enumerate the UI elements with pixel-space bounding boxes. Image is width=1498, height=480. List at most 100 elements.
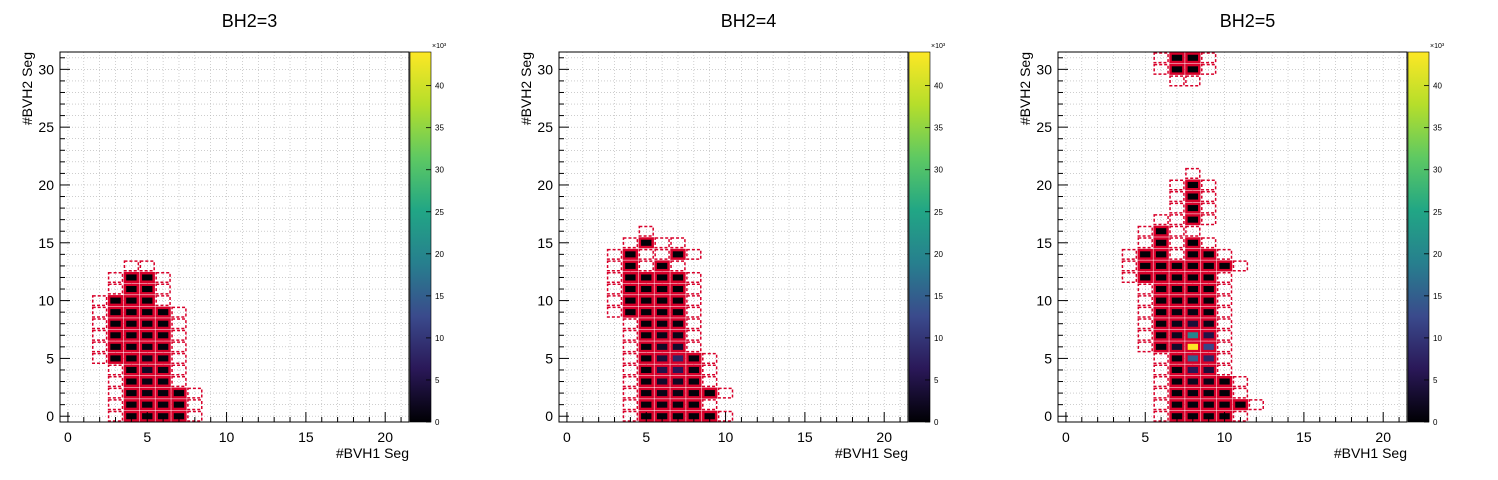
heatmap-cell <box>155 306 171 318</box>
heatmap-cell <box>622 306 639 318</box>
heatmap-cell <box>1185 352 1201 364</box>
heatmap-cell <box>155 364 171 376</box>
heatmap-cell <box>139 283 155 295</box>
x-axis-label: #BVH1 Seg <box>835 445 908 461</box>
heatmap-cell <box>1153 260 1169 272</box>
panel-3: BH2=50 5 10 15 20#BVH1 Seg051015202530#BVH2 … <box>1017 11 1445 461</box>
heatmap-cell <box>622 283 639 295</box>
heatmap-cell <box>1169 341 1185 353</box>
heatmap-cell <box>622 260 639 272</box>
heatmap-cell <box>1153 318 1169 330</box>
heatmap-cell <box>1169 260 1185 272</box>
y-tick-label: 20 <box>38 177 54 193</box>
empty-bin-outline <box>606 260 623 272</box>
heatmap-cell <box>670 341 686 353</box>
empty-bin-outline <box>622 329 639 341</box>
y-axis-label: #BVH2 Seg <box>518 52 534 125</box>
heatmap-cell <box>654 271 670 283</box>
x-tick-label: 20 <box>876 429 892 445</box>
empty-bin-outline <box>1216 352 1233 364</box>
empty-bin-outline <box>1169 75 1185 87</box>
colorbar: 0 5 10 15 20 25 30 35 40 ×10³ <box>908 43 946 427</box>
empty-bin-outline <box>1216 318 1233 330</box>
heatmap-cell <box>1216 376 1233 388</box>
heatmap-cell <box>171 387 187 399</box>
empty-bin-outline <box>171 376 187 388</box>
heatmap-cell <box>139 318 155 330</box>
empty-bin-outline <box>702 352 718 364</box>
empty-bin-outline <box>702 399 718 411</box>
empty-bin-outline <box>1137 341 1153 353</box>
empty-bin-outline <box>1216 306 1233 318</box>
empty-bin-outline <box>622 341 639 353</box>
heatmap-cell <box>123 283 140 295</box>
empty-bin-outline <box>91 352 108 364</box>
heatmap-cell <box>1137 248 1153 260</box>
empty-bin-outline <box>686 306 702 318</box>
empty-bin-outline <box>622 352 639 364</box>
empty-bin-outline <box>171 352 187 364</box>
heatmap-cell <box>1201 399 1217 411</box>
heatmap-cell <box>107 295 124 307</box>
heatmap-cell <box>1169 271 1185 283</box>
heatmap-cell <box>638 237 654 249</box>
empty-bin-outline <box>139 260 155 272</box>
empty-bin-outline <box>686 271 702 283</box>
empty-bin-outline <box>1216 295 1233 307</box>
colorbar-tick-label: 10 <box>1433 334 1442 343</box>
empty-bin-outline <box>1153 364 1169 376</box>
empty-bin-outline <box>1169 248 1185 260</box>
empty-bin-outline <box>638 260 654 272</box>
y-tick-label: 20 <box>537 177 553 193</box>
x-tick-label: 0 <box>64 429 72 445</box>
colorbar-exponent: ×10³ <box>931 43 946 50</box>
heatmap-cell <box>654 329 670 341</box>
heatmap-cell <box>1201 271 1217 283</box>
x-tick-label: 20 <box>1375 429 1391 445</box>
heatmap-cell <box>1153 283 1169 295</box>
heatmap-cell <box>1185 214 1201 226</box>
empty-bin-outline <box>1216 283 1233 295</box>
heatmap-cell <box>123 295 140 307</box>
heatmap-cell <box>1169 399 1185 411</box>
heatmap-cell <box>123 329 140 341</box>
heatmap-cell <box>1185 341 1201 353</box>
chart-title: BH2=3 <box>222 11 278 31</box>
plot-frame <box>59 51 410 423</box>
heatmap-cell <box>1185 179 1201 191</box>
heatmap-cell <box>670 271 686 283</box>
heatmap-cell <box>139 352 155 364</box>
colorbar: 0 5 10 15 20 25 30 35 40 ×10³ <box>409 43 447 427</box>
empty-bin-outline <box>1201 63 1217 75</box>
empty-bin-outline <box>1169 179 1185 191</box>
heatmap-cell <box>686 352 702 364</box>
empty-bin-outline <box>1169 202 1185 214</box>
panel-2: BH2=40 5 10 15 20#BVH1 Seg051015202530#BVH2 … <box>518 11 946 461</box>
heatmap-cell <box>638 329 654 341</box>
colorbar-tick-label: 15 <box>435 292 444 301</box>
heatmap-cell <box>622 295 639 307</box>
x-tick-label: 10 <box>219 429 235 445</box>
empty-bin-outline <box>606 248 623 260</box>
empty-bin-outline <box>1137 318 1153 330</box>
plot-area <box>1058 52 1407 422</box>
heatmap-cell <box>1201 318 1217 330</box>
heatmap-cell <box>638 364 654 376</box>
heatmap-cell <box>139 341 155 353</box>
heatmap-cell <box>670 306 686 318</box>
y-tick-label: 10 <box>38 293 54 309</box>
empty-bin-outline <box>1137 295 1153 307</box>
empty-bin-outline <box>654 237 670 249</box>
heatmap-cell <box>622 248 639 260</box>
heatmap-cell <box>1137 260 1153 272</box>
empty-bin-outline <box>1137 225 1153 237</box>
colorbar-tick-label: 25 <box>1433 208 1442 217</box>
colorbar-exponent: ×10³ <box>1430 43 1445 50</box>
heatmap-cell <box>1185 63 1201 75</box>
colorbar-tick-label: 0 <box>435 418 440 427</box>
colorbar-tick-label: 35 <box>1433 124 1442 133</box>
heatmap-cell <box>123 271 140 283</box>
x-axis-label: #BVH1 Seg <box>336 445 409 461</box>
heatmap-cell <box>654 318 670 330</box>
empty-bin-outline <box>1153 214 1169 226</box>
